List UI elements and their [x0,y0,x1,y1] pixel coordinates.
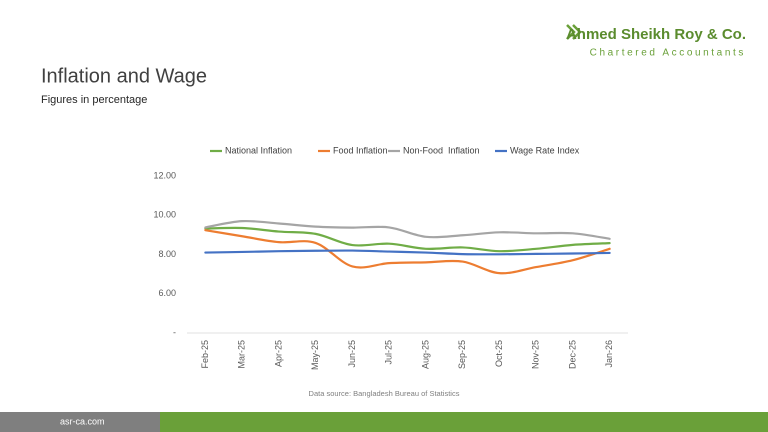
series-line [204,229,611,275]
footer-bar-accent [160,412,768,432]
legend-label: Food Inflation [333,145,388,155]
logo-name: Ahmed Sheikh Roy & Co. [566,26,746,43]
x-tick-label: Apr-25 [273,340,283,367]
logo-tagline: Chartered Accountants [590,48,746,59]
x-tick-label: Nov-25 [531,340,541,369]
chart-title: Inflation and Wage [41,65,207,87]
y-tick-label: 10.00 [153,210,176,220]
y-tick-label: 12.00 [153,170,176,180]
plot: - 6.00 8.00 10.00 12.00 Feb-25 Mar-25 Apr-25 May… [153,145,628,370]
legend-label: National Inflation [225,145,292,155]
footer-website: asr-ca.com [60,416,105,426]
logo-icon [566,24,582,40]
x-tick-label: Oct-25 [494,340,504,367]
y-tick-label: - [173,327,176,337]
legend-label: Wage Rate Index [510,145,580,155]
footer-bar [0,412,160,432]
legend-label: Non-Food Inflation [403,145,480,155]
x-tick-label: Feb-25 [200,340,210,369]
series-line [204,226,611,253]
x-tick-label: May-25 [310,340,320,370]
x-tick-label: Dec-25 [567,340,577,369]
x-tick-label: Jul-25 [384,340,394,365]
x-tick-label: Jun-25 [347,340,357,368]
x-tick-label: Aug-25 [420,340,430,369]
x-tick-label: Mar-25 [237,340,247,369]
x-tick-label: Sep-25 [457,340,467,369]
x-tick-label: Jan-26 [604,340,614,368]
y-tick-label: 6.00 [158,288,176,298]
source-note: Data source: Bangladesh Bureau of Statis… [309,389,460,398]
chart-subtitle: Figures in percentage [41,94,147,106]
series-line [204,219,611,240]
y-tick-label: 8.00 [158,249,176,259]
series-line [204,249,611,256]
